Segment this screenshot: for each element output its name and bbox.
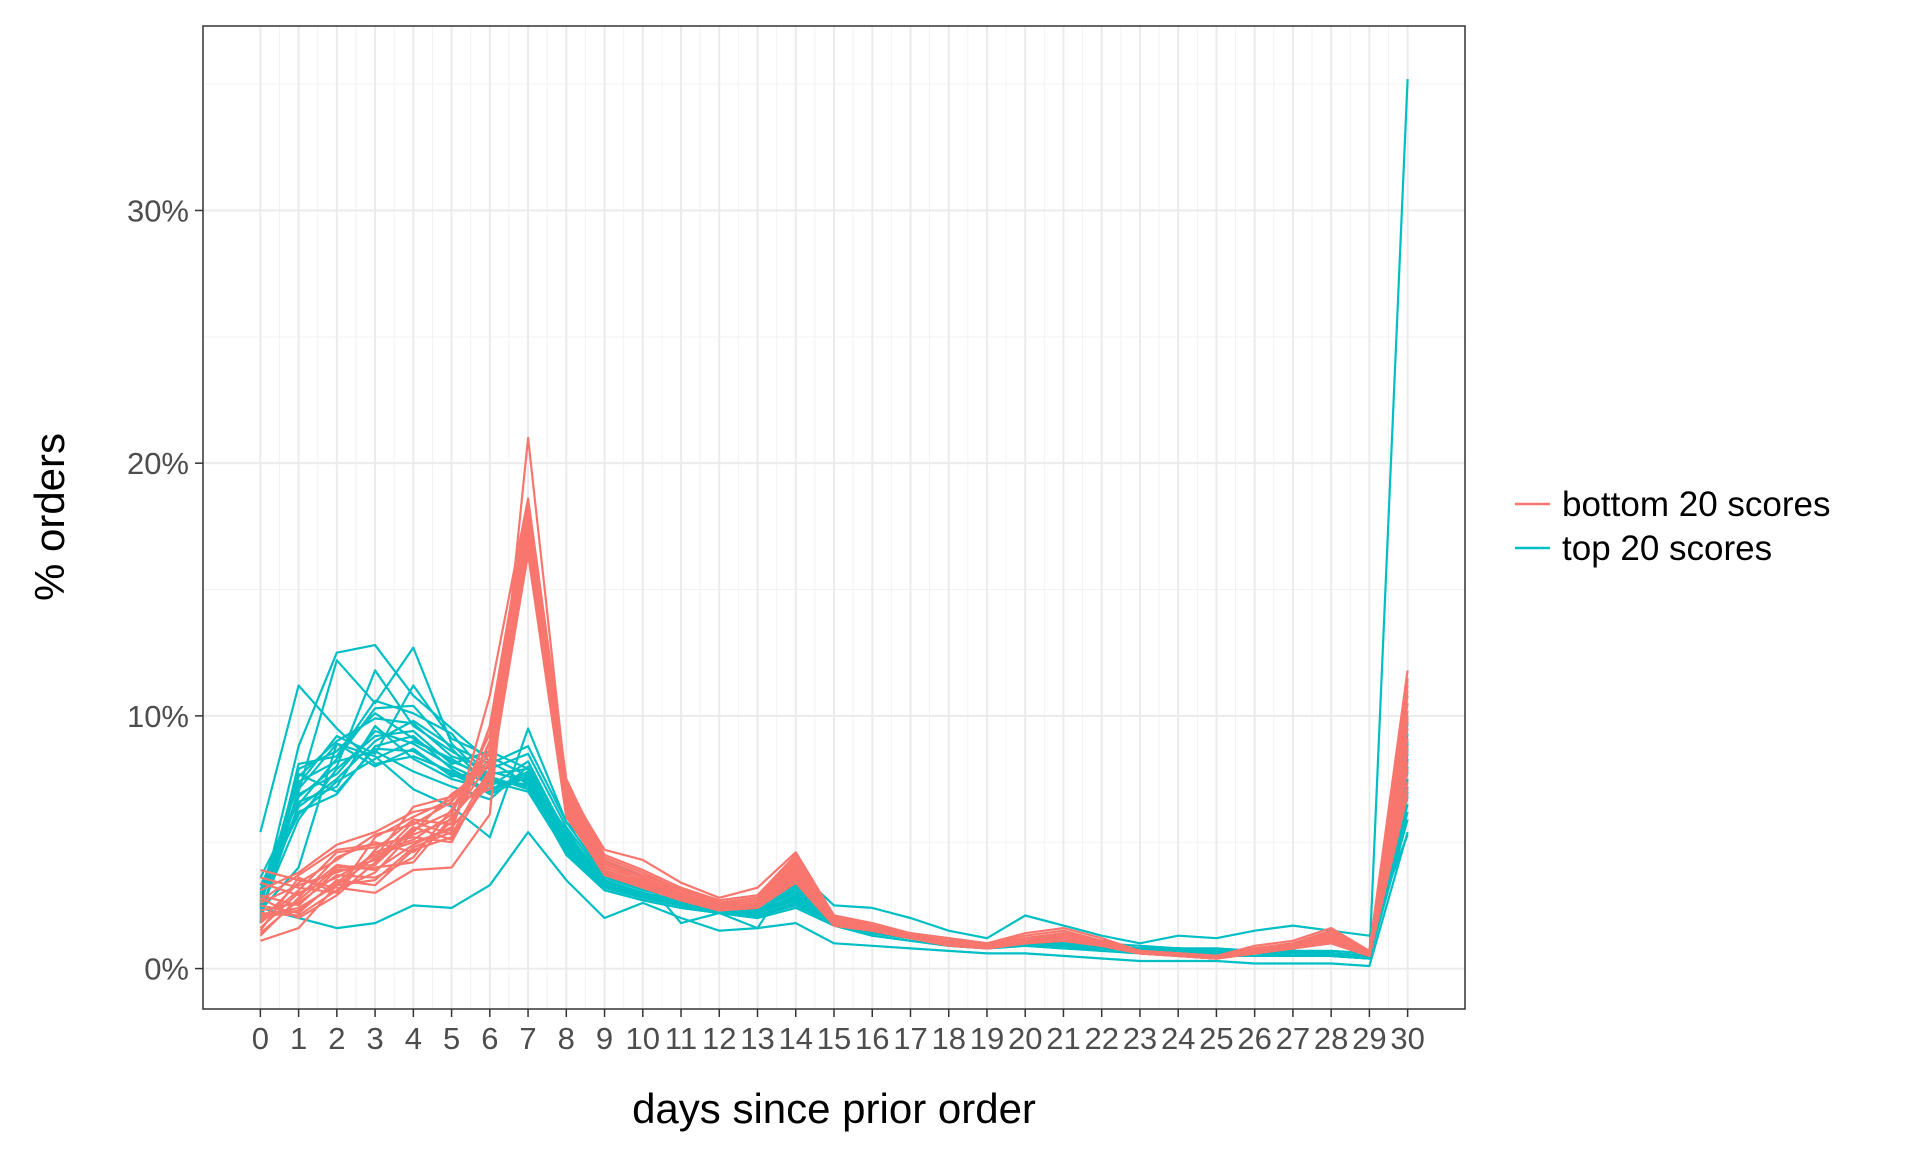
x-tick-label: 5 — [443, 1021, 460, 1056]
x-tick-label: 14 — [779, 1021, 813, 1056]
y-tick-label: 20% — [127, 446, 189, 481]
x-tick-label: 25 — [1199, 1021, 1233, 1056]
legend: bottom 20 scores top 20 scores — [1515, 485, 1830, 568]
x-tick-label: 12 — [702, 1021, 736, 1056]
y-tick-label: 10% — [127, 699, 189, 734]
x-tick-label: 8 — [558, 1021, 575, 1056]
x-tick-label: 28 — [1314, 1021, 1348, 1056]
x-axis: 0 1 2 3 4 5 6 7 8 9 10 11 12 13 14 15 16 17 18 19 20 21 22 23 24… — [252, 1009, 1425, 1056]
legend-label: top 20 scores — [1562, 529, 1772, 568]
x-tick-label: 17 — [893, 1021, 927, 1056]
x-tick-label: 9 — [596, 1021, 613, 1056]
y-axis-title: % orders — [26, 433, 73, 601]
x-tick-label: 26 — [1237, 1021, 1271, 1056]
y-axis: 0% 10% 20% 30% — [127, 193, 203, 987]
x-tick-label: 30 — [1390, 1021, 1424, 1056]
x-tick-label: 22 — [1084, 1021, 1118, 1056]
x-tick-label: 27 — [1276, 1021, 1310, 1056]
x-tick-label: 1 — [290, 1021, 307, 1056]
x-tick-label: 10 — [626, 1021, 660, 1056]
y-tick-label: 0% — [144, 952, 189, 987]
x-tick-label: 23 — [1123, 1021, 1157, 1056]
x-tick-label: 21 — [1046, 1021, 1080, 1056]
x-tick-label: 16 — [855, 1021, 889, 1056]
x-tick-label: 0 — [252, 1021, 269, 1056]
x-tick-label: 4 — [405, 1021, 422, 1056]
series-line-top-19 — [259, 727, 1409, 945]
x-tick-label: 2 — [328, 1021, 345, 1056]
series-lines — [259, 79, 1409, 968]
x-tick-label: 29 — [1352, 1021, 1386, 1056]
series-line-bottom-39 — [259, 545, 1409, 957]
series-line-bottom-40 — [260, 527, 1409, 960]
x-tick-label: 20 — [1008, 1021, 1042, 1056]
x-tick-label: 15 — [817, 1021, 851, 1056]
x-tick-label: 3 — [366, 1021, 383, 1056]
x-tick-label: 19 — [970, 1021, 1004, 1056]
x-axis-title: days since prior order — [632, 1085, 1036, 1132]
legend-label: bottom 20 scores — [1562, 485, 1830, 524]
x-tick-label: 7 — [519, 1021, 536, 1056]
series-line-top-20 — [260, 831, 1409, 968]
y-tick-label: 30% — [127, 193, 189, 228]
x-tick-label: 13 — [740, 1021, 774, 1056]
x-tick-label: 11 — [665, 1021, 697, 1056]
x-tick-label: 18 — [931, 1021, 965, 1056]
x-tick-label: 24 — [1161, 1021, 1195, 1056]
x-tick-label: 6 — [481, 1021, 498, 1056]
